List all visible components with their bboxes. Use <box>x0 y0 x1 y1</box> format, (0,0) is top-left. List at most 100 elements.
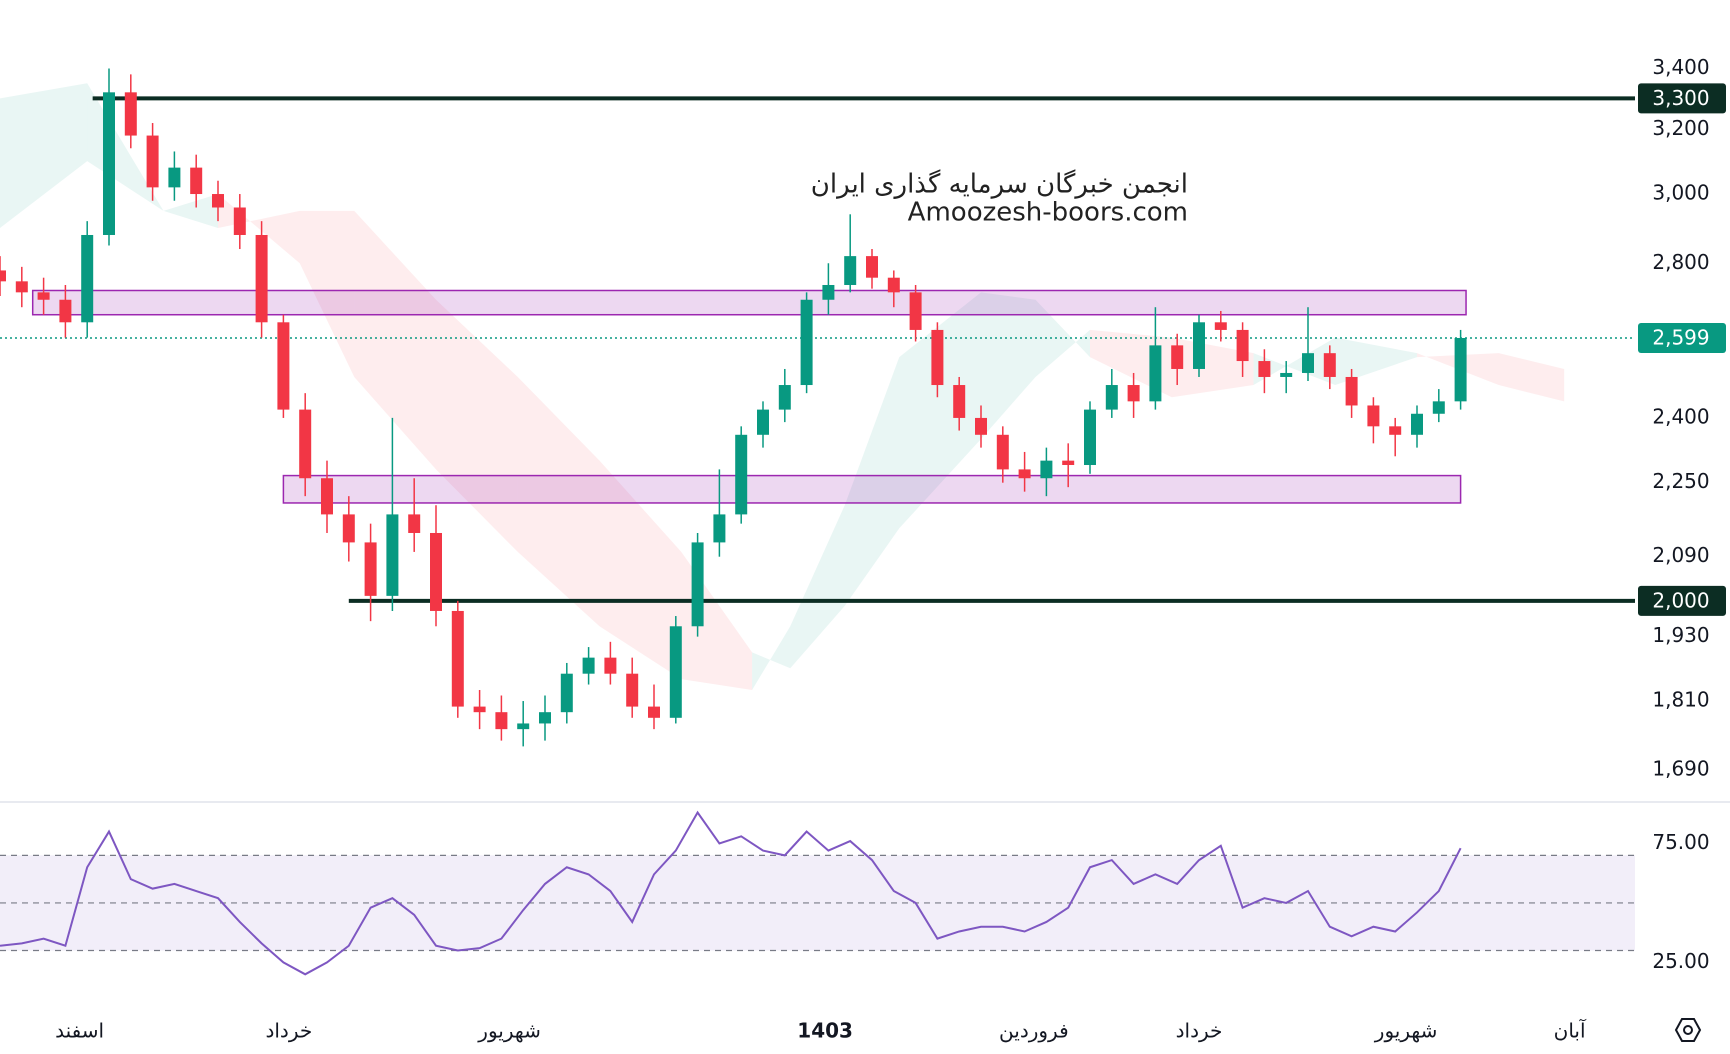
candle-body <box>517 723 530 730</box>
price-label-box <box>1638 323 1726 354</box>
price-label-box <box>1638 585 1726 616</box>
candle-layer <box>0 68 1467 747</box>
candle-body <box>975 417 987 435</box>
candle-body <box>866 256 878 278</box>
candle-body <box>1193 322 1205 369</box>
cloud-segment <box>981 292 1036 440</box>
candle-body <box>757 409 769 435</box>
candle-body <box>669 626 682 718</box>
candle-body <box>1345 376 1358 406</box>
candle-body <box>168 167 181 188</box>
candle-body <box>1171 345 1184 369</box>
candle-body <box>103 92 115 235</box>
candle-body <box>691 542 704 627</box>
candle-body <box>1258 361 1271 377</box>
rsi-layer <box>0 810 1635 976</box>
cloud-segment <box>436 299 518 552</box>
candle-body <box>212 194 224 208</box>
candle-body <box>59 299 72 323</box>
watermark: Amoozesh-boors.com <box>908 198 1188 228</box>
cloud-segment <box>163 194 218 229</box>
zone <box>282 474 1462 504</box>
cloud-segment <box>899 292 981 529</box>
candle-body <box>0 270 6 282</box>
candle-body <box>713 514 726 543</box>
rsi-line <box>0 810 1462 976</box>
cloud-segment <box>752 626 791 691</box>
candle-body <box>539 712 551 724</box>
zone <box>31 289 1467 316</box>
candle-body <box>451 610 464 707</box>
axis-layer: 3,300 2,000 2,599 3,400 3,200 3,000 2,800 2,400… <box>55 55 1726 1043</box>
candle-body <box>560 673 573 713</box>
price-label-box <box>1638 83 1726 114</box>
zone-layer <box>31 289 1467 504</box>
candle-body <box>190 167 203 195</box>
candle-body <box>1084 409 1096 466</box>
x-tick-label: آبان <box>1554 1018 1587 1043</box>
candle-body <box>735 434 748 515</box>
candle-body <box>648 706 660 718</box>
settings-icon[interactable] <box>1674 1018 1702 1042</box>
candle-body <box>146 135 159 188</box>
y-tick-label: 3,200 <box>1652 116 1709 140</box>
candle-body <box>909 292 922 330</box>
candle-body <box>1105 385 1118 410</box>
candle-body <box>1127 385 1140 402</box>
cloud-segment <box>1417 353 1499 386</box>
candle-body <box>37 292 50 300</box>
candle-body <box>931 329 944 386</box>
candle-body <box>1280 372 1293 377</box>
cloud-segment <box>1035 299 1090 377</box>
price-label: 2,000 <box>1652 588 1709 612</box>
candle-body <box>582 657 595 674</box>
candle-body <box>822 284 835 300</box>
cloud-segment <box>0 83 88 229</box>
candle-body <box>342 514 355 543</box>
candle-body <box>1302 353 1314 373</box>
price-label: 2,599 <box>1652 326 1709 350</box>
candle-body <box>626 673 639 707</box>
candle-body <box>1323 353 1336 377</box>
rsi-tick-label: 75.00 <box>1652 830 1709 854</box>
candle-body <box>408 514 421 533</box>
candle-body <box>1018 469 1031 479</box>
candle-body <box>1149 345 1162 402</box>
y-tick-label: 2,090 <box>1652 543 1709 567</box>
icon-dot <box>1683 1025 1693 1035</box>
candle-body <box>1040 460 1053 479</box>
y-tick-label: 1,810 <box>1652 688 1709 712</box>
cloud-segment <box>354 210 436 470</box>
candle-body <box>1214 322 1227 330</box>
candle-body <box>1432 401 1445 414</box>
cloud-segment <box>790 505 845 669</box>
y-tick-label: 3,400 <box>1652 55 1709 79</box>
x-tick-label: 1403 <box>797 1019 853 1043</box>
candle-body <box>887 277 900 293</box>
y-tick-label: 2,250 <box>1652 469 1709 493</box>
x-tick-label: خرداد <box>1176 1019 1223 1043</box>
cloud-segment <box>517 376 600 627</box>
candle-body <box>277 322 290 410</box>
candle-body <box>1062 460 1075 466</box>
cloud-segment <box>599 460 682 680</box>
candle-body <box>495 712 508 730</box>
candle-body <box>233 207 246 235</box>
candle-body <box>255 234 268 323</box>
cloud-layer <box>0 83 1565 691</box>
candle-body <box>1411 413 1423 435</box>
candle-body <box>1236 329 1249 362</box>
x-tick-label: شهریور <box>477 1019 541 1043</box>
icon-hexagon <box>1674 1018 1702 1042</box>
price-label: 3,300 <box>1652 86 1709 110</box>
candle-body <box>1454 338 1467 402</box>
y-tick-label: 1,690 <box>1652 756 1709 780</box>
watermark: انجمن خبرگان سرمایه گذاری ایران <box>811 169 1188 200</box>
y-tick-label: 2,400 <box>1652 404 1709 428</box>
candle-body <box>1367 405 1380 427</box>
cloud-segment <box>218 194 300 264</box>
cloud-segment <box>299 210 355 377</box>
candle-body <box>604 657 617 674</box>
